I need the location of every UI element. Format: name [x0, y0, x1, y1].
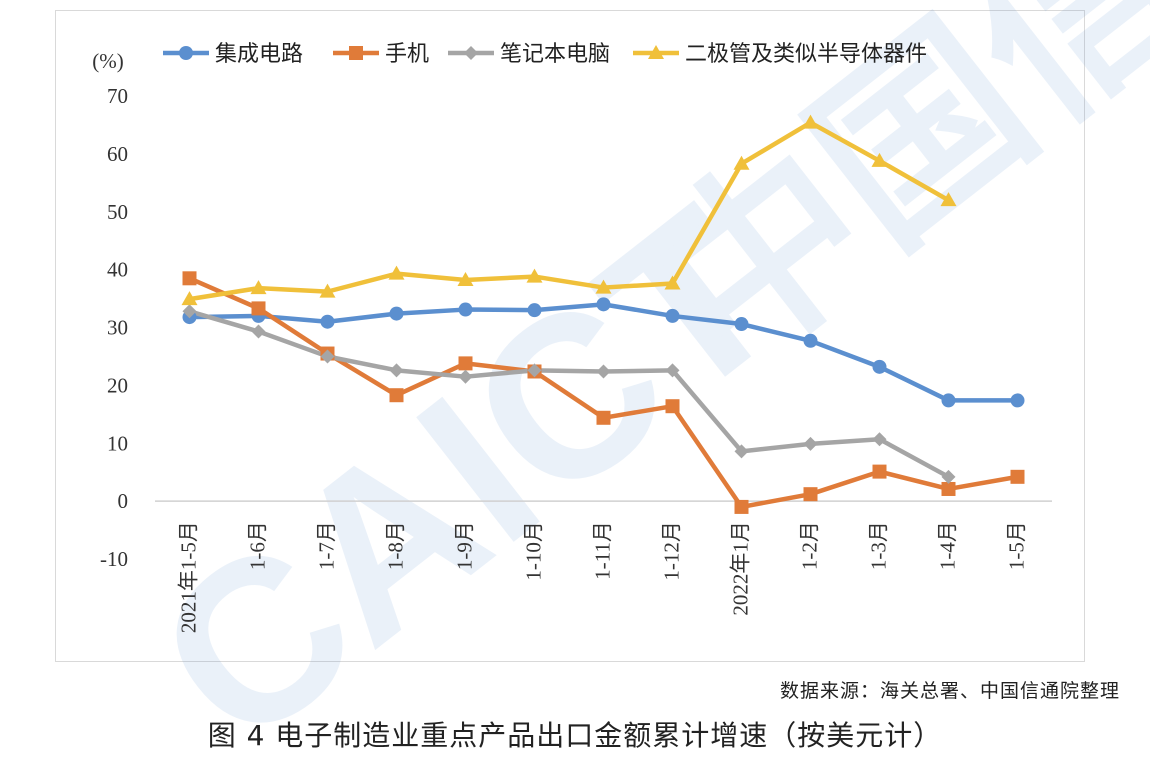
y-tick-label: 20: [107, 373, 128, 397]
x-tick-label: 1-5月: [1005, 521, 1029, 570]
data-point-diamond: [596, 364, 611, 379]
data-point-triangle: [595, 279, 612, 294]
figure-caption: 图 4 电子制造业重点产品出口金额累计增速（按美元计）: [207, 719, 943, 752]
y-tick-label: 40: [107, 258, 128, 282]
data-point-diamond: [182, 304, 197, 319]
data-point-circle: [179, 46, 193, 60]
data-point-square: [182, 271, 197, 286]
data-point-circle: [803, 333, 818, 348]
x-tick-label: 1-10月: [522, 521, 546, 581]
data-point-triangle: [457, 272, 474, 287]
data-point-square: [349, 46, 363, 60]
data-point-diamond: [872, 432, 887, 447]
data-point-diamond: [464, 46, 478, 60]
data-point-triangle: [733, 155, 750, 170]
legend-label: 集成电路: [215, 42, 303, 67]
data-point-square: [941, 481, 956, 496]
data-point-diamond: [665, 363, 680, 378]
legend-label: 二极管及类似半导体器件: [685, 42, 927, 67]
x-tick-label: 1-11月: [591, 521, 615, 580]
x-tick-label: 2022年1月: [729, 521, 753, 616]
x-tick-label: 1-9月: [453, 521, 477, 570]
x-tick-label: 1-3月: [867, 521, 891, 570]
series-line: [187, 120, 951, 302]
axes: (%) -10 0 10 20 30 40 50 60 70 2021年1-5月 1-6月 1-7月 1-…: [92, 49, 1052, 633]
data-point-square: [251, 301, 266, 316]
data-point-square: [803, 487, 818, 502]
data-point-diamond: [803, 436, 818, 451]
data-point-square: [872, 464, 887, 479]
y-tick-label: 10: [107, 431, 128, 455]
series-line: [187, 276, 1020, 510]
y-tick-label: -10: [100, 547, 128, 571]
data-point-triangle: [181, 291, 198, 306]
data-point-square: [596, 410, 611, 425]
x-tick-label: 1-7月: [315, 521, 339, 570]
data-point-circle: [320, 314, 335, 329]
data-point-circle: [941, 393, 956, 408]
y-unit-label: (%): [92, 49, 123, 73]
data-point-circle: [596, 297, 611, 312]
data-point-circle: [1010, 393, 1025, 408]
legend: 集成电路 手机 笔记本电脑 二极管及类似半导体器件: [163, 42, 927, 67]
y-tick-label: 60: [107, 142, 128, 166]
data-point-triangle: [388, 265, 405, 280]
y-tick-label: 0: [118, 489, 129, 513]
x-tick-label: 1-12月: [660, 521, 684, 581]
data-point-diamond: [389, 363, 404, 378]
data-point-triangle: [319, 283, 336, 298]
x-tick-label: 1-2月: [798, 521, 822, 570]
legend-label: 手机: [385, 42, 429, 67]
data-point-square: [389, 388, 404, 403]
data-point-triangle: [526, 268, 543, 283]
data-source-note: 数据来源：海关总署、中国信通院整理: [779, 680, 1120, 702]
series-lines: [187, 120, 1020, 510]
data-point-triangle: [802, 114, 819, 129]
data-point-circle: [458, 302, 473, 317]
data-point-diamond: [320, 349, 335, 364]
data-point-triangle: [648, 45, 664, 59]
x-tick-label: 1-6月: [246, 521, 270, 570]
data-point-triangle: [940, 192, 957, 207]
data-point-diamond: [734, 444, 749, 459]
legend-label: 笔记本电脑: [500, 42, 610, 67]
data-point-diamond: [251, 324, 266, 339]
data-point-circle: [734, 317, 749, 332]
chart-frame: [55, 10, 1085, 662]
data-point-triangle: [250, 280, 267, 295]
series-line: [187, 309, 951, 480]
x-tick-label: 2021年1-5月: [177, 521, 201, 633]
x-tick-label: 1-8月: [384, 521, 408, 570]
y-tick-label: 30: [107, 316, 128, 340]
data-point-diamond: [458, 369, 473, 384]
data-point-square: [458, 356, 473, 371]
data-point-diamond: [941, 469, 956, 484]
x-tick-label: 1-4月: [936, 521, 960, 570]
data-point-diamond: [527, 363, 542, 378]
data-point-square: [1010, 469, 1025, 484]
y-tick-label: 70: [107, 84, 128, 108]
data-point-triangle: [871, 152, 888, 167]
y-tick-label: 50: [107, 200, 128, 224]
data-point-circle: [872, 359, 887, 374]
data-point-circle: [527, 303, 542, 318]
data-point-triangle: [664, 275, 681, 290]
data-point-circle: [389, 306, 404, 321]
series-markers: [181, 114, 1025, 514]
data-point-square: [734, 499, 749, 514]
data-point-square: [665, 399, 680, 414]
data-point-circle: [665, 308, 680, 323]
